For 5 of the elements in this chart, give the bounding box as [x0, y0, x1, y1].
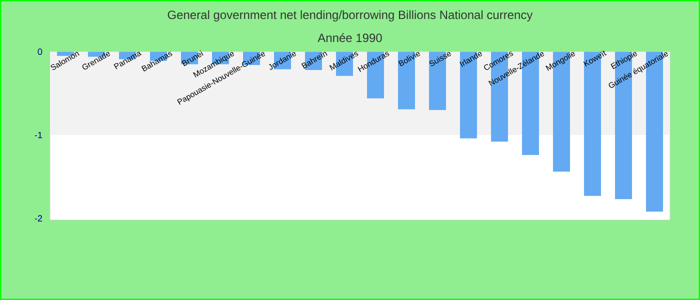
chart-subtitle: Année 1990 — [318, 33, 382, 42]
y-tick-label: 0 — [38, 48, 42, 55]
y-tick-label: -2 — [34, 215, 42, 222]
y-tick-label: -1 — [34, 132, 42, 138]
chart-title: General government net lending/borrowing Billions National currency — [168, 10, 533, 22]
